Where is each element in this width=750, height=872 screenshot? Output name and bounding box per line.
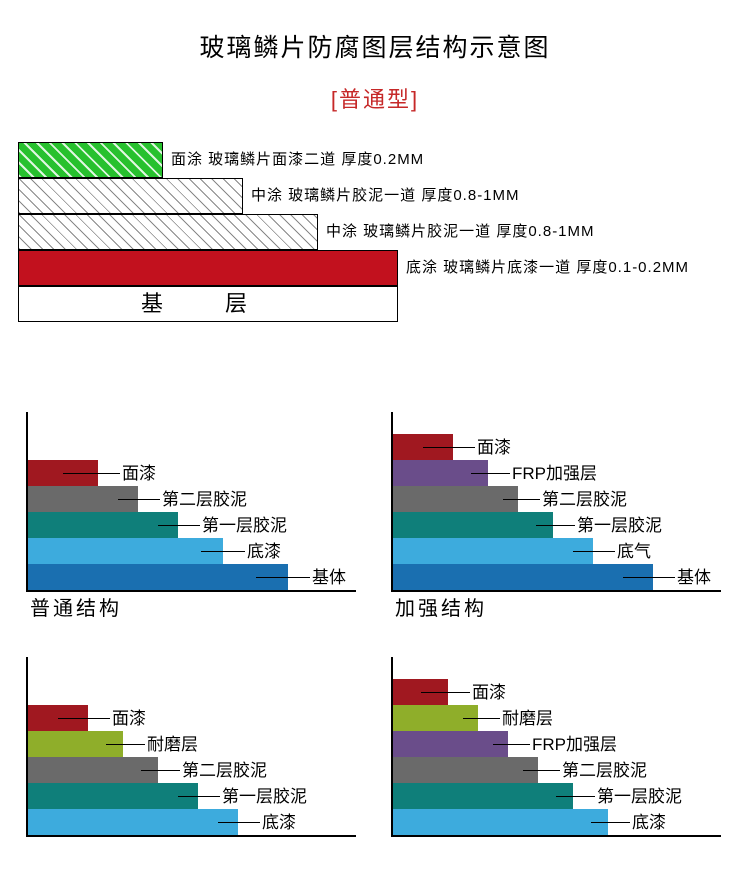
step-label: 底漆 <box>632 811 666 835</box>
grid-cell-0: 面漆第二层胶泥第一层胶泥底漆基体普通结构 <box>20 412 365 627</box>
leader-line <box>158 525 200 526</box>
structure-grid: 面漆第二层胶泥第一层胶泥底漆基体普通结构面漆FRP加强层第二层胶泥第一层胶泥底气… <box>20 412 730 872</box>
top-bar-0 <box>18 142 163 178</box>
step-label: FRP加强层 <box>532 733 617 757</box>
top-layer-diagram: 面涂 玻璃鳞片面漆二道 厚度0.2MM中涂 玻璃鳞片胶泥一道 厚度0.8-1MM… <box>18 142 728 372</box>
step-label: 底漆 <box>262 811 296 835</box>
step-label: 第二层胶泥 <box>542 488 627 512</box>
top-bar-1 <box>18 178 243 214</box>
leader-line <box>493 744 530 745</box>
leader-line <box>591 822 631 823</box>
leader-line <box>218 822 260 823</box>
leader-line <box>556 796 596 797</box>
cell-caption-1: 加强结构 <box>395 592 487 621</box>
top-base-label: 基 层 <box>18 286 398 322</box>
step-bar <box>28 512 178 538</box>
page-subtitle: [普通型] <box>0 82 750 114</box>
grid-cell-2: 面漆耐磨层第二层胶泥第一层胶泥底漆 <box>20 657 365 872</box>
top-label-3: 底涂 玻璃鳞片底漆一道 厚度0.1-0.2MM <box>406 250 689 286</box>
step-bar <box>393 731 508 757</box>
step-label: 面漆 <box>477 436 511 460</box>
step-bar <box>393 538 593 564</box>
step-bar <box>28 564 288 590</box>
step-bar <box>393 757 538 783</box>
leader-line <box>623 577 675 578</box>
leader-line <box>178 796 220 797</box>
step-chart-0: 面漆第二层胶泥第一层胶泥底漆基体 <box>26 412 356 592</box>
step-label: 第二层胶泥 <box>562 759 647 783</box>
step-label: 面漆 <box>112 707 146 731</box>
step-label: 第一层胶泥 <box>577 514 662 538</box>
leader-line <box>503 499 540 500</box>
step-label: 基体 <box>312 566 346 590</box>
step-label: 底漆 <box>247 540 281 564</box>
leader-line <box>421 692 471 693</box>
grid-cell-1: 面漆FRP加强层第二层胶泥第一层胶泥底气基体加强结构 <box>385 412 730 627</box>
top-bar-3 <box>18 250 398 286</box>
leader-line <box>471 473 511 474</box>
step-bar <box>28 757 158 783</box>
top-label-1: 中涂 玻璃鳞片胶泥一道 厚度0.8-1MM <box>251 178 520 214</box>
leader-line <box>536 525 576 526</box>
step-bar <box>28 809 238 835</box>
step-bar <box>393 809 608 835</box>
step-bar <box>393 783 573 809</box>
leader-line <box>141 770 181 771</box>
step-label: 第一层胶泥 <box>202 514 287 538</box>
step-chart-1: 面漆FRP加强层第二层胶泥第一层胶泥底气基体 <box>391 412 721 592</box>
step-label: 面漆 <box>472 681 506 705</box>
step-label: 底气 <box>617 540 651 564</box>
leader-line <box>463 718 500 719</box>
step-bar <box>393 564 653 590</box>
step-bar <box>28 783 198 809</box>
step-chart-3: 面漆耐磨层FRP加强层第二层胶泥第一层胶泥底漆 <box>391 657 721 837</box>
step-bar <box>28 538 223 564</box>
leader-line <box>423 447 475 448</box>
step-bar <box>393 486 518 512</box>
step-label: FRP加强层 <box>512 462 597 486</box>
step-label: 第一层胶泥 <box>222 785 307 809</box>
step-label: 第一层胶泥 <box>597 785 682 809</box>
leader-line <box>58 718 110 719</box>
leader-line <box>118 499 160 500</box>
top-label-0: 面涂 玻璃鳞片面漆二道 厚度0.2MM <box>171 142 424 178</box>
step-label: 第二层胶泥 <box>182 759 267 783</box>
page-title: 玻璃鳞片防腐图层结构示意图 <box>0 0 750 64</box>
top-bar-2 <box>18 214 318 250</box>
leader-line <box>106 744 146 745</box>
leader-line <box>573 551 615 552</box>
step-label: 面漆 <box>122 462 156 486</box>
cell-caption-0: 普通结构 <box>30 592 122 621</box>
step-label: 基体 <box>677 566 711 590</box>
leader-line <box>201 551 246 552</box>
leader-line <box>256 577 311 578</box>
step-label: 第二层胶泥 <box>162 488 247 512</box>
step-label: 耐磨层 <box>502 707 553 731</box>
leader-line <box>523 770 560 771</box>
step-label: 耐磨层 <box>147 733 198 757</box>
leader-line <box>63 473 120 474</box>
grid-cell-3: 面漆耐磨层FRP加强层第二层胶泥第一层胶泥底漆 <box>385 657 730 872</box>
step-bar <box>393 512 553 538</box>
step-chart-2: 面漆耐磨层第二层胶泥第一层胶泥底漆 <box>26 657 356 837</box>
top-label-2: 中涂 玻璃鳞片胶泥一道 厚度0.8-1MM <box>326 214 595 250</box>
